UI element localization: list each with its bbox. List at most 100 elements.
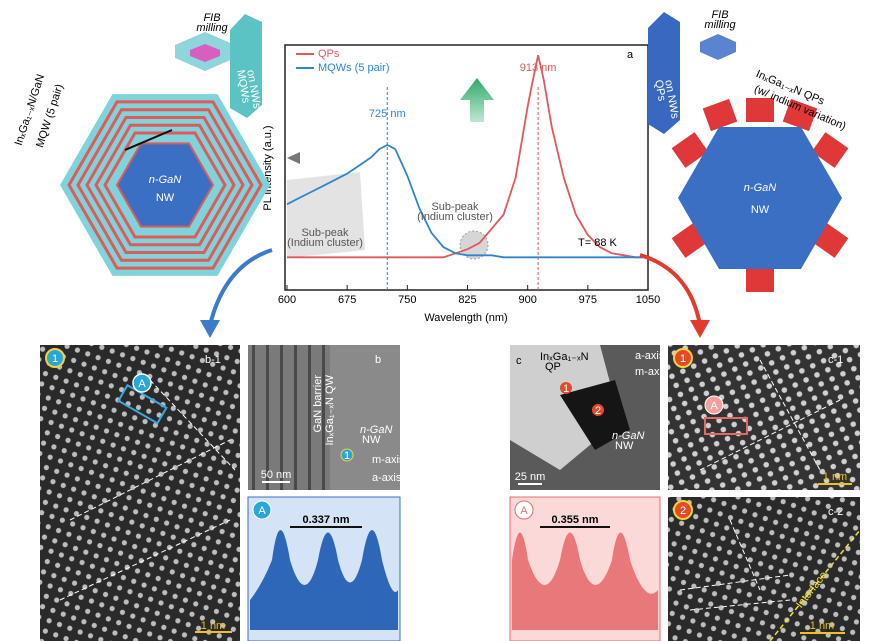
x-tick-label: 975 xyxy=(579,294,597,306)
panel-label: a xyxy=(627,49,634,61)
legend-label: MQWs (5 pair) xyxy=(318,62,390,74)
core-label: NW xyxy=(751,204,770,216)
annotation: T= 88 K xyxy=(578,237,617,249)
fib-label: milling xyxy=(196,22,228,34)
marker-label: 1 xyxy=(680,353,686,365)
marker xyxy=(592,404,604,416)
marker xyxy=(673,500,693,520)
axis-label: a-axis xyxy=(635,350,665,362)
annotation: (Indium cluster) xyxy=(287,237,363,249)
quantum-well xyxy=(76,108,254,262)
fib-label: FIB xyxy=(711,9,728,21)
rod xyxy=(648,12,680,134)
axis-label: m-axis xyxy=(372,454,405,466)
spacing-label: 0.355 nm xyxy=(551,514,598,526)
image-label: NW xyxy=(615,440,634,452)
panel-label: b-1 xyxy=(205,354,221,366)
guide-lines xyxy=(679,519,791,611)
green-arrow xyxy=(460,78,494,122)
x-tick-label: 900 xyxy=(518,294,536,306)
marker xyxy=(252,500,272,520)
arrowhead xyxy=(690,320,710,338)
quantum-well xyxy=(103,131,227,239)
scale-label: 1 nm xyxy=(823,471,847,483)
hrtem-image xyxy=(668,345,860,490)
quantum-well xyxy=(85,116,245,254)
marker-label: A xyxy=(520,505,528,517)
rod-label: MQWs xyxy=(234,69,252,105)
series-line xyxy=(287,54,648,259)
marker-label: 1 xyxy=(52,353,58,365)
arrowhead xyxy=(200,320,220,338)
core xyxy=(678,127,842,269)
tem-core xyxy=(330,345,400,490)
shade-arrow xyxy=(287,152,300,164)
peak-label: 725 nm xyxy=(369,108,406,120)
panel-label: c-1 xyxy=(828,354,843,366)
arrow xyxy=(639,253,702,326)
quantum-dot xyxy=(782,98,818,132)
core-label: n-GaN xyxy=(149,174,181,186)
fib-label: FIB xyxy=(203,12,220,24)
annotation: Sub-peak xyxy=(301,227,349,239)
marker-label: 1 xyxy=(344,450,350,462)
hrtem-image xyxy=(40,345,240,641)
quantum-well xyxy=(94,123,236,247)
rod xyxy=(230,14,262,118)
core-label: NW xyxy=(156,192,175,204)
marker-label: A xyxy=(258,505,266,517)
image-label: InₓGa₁₋ₓN QW xyxy=(324,374,336,445)
marker-label: 2 xyxy=(595,405,601,417)
marker xyxy=(45,348,65,368)
panel-label: b xyxy=(375,354,381,366)
x-tick-label: 750 xyxy=(398,294,416,306)
fib-label: milling xyxy=(704,19,736,31)
marker-label: 2 xyxy=(680,505,686,517)
y-axis-label: PL intensity (a.u.) xyxy=(262,125,274,210)
quantum-well xyxy=(67,100,263,270)
series-line xyxy=(286,143,648,259)
quantum-dot xyxy=(702,98,738,132)
image-label: NW xyxy=(362,434,381,446)
quantum-dot xyxy=(746,268,774,292)
chart: 600 675 750 825 900 975 1050 725 nm 913 nm QPs MQW… xyxy=(278,48,660,306)
panel-label: c-2 xyxy=(828,506,843,518)
marker-label: A xyxy=(710,400,718,412)
scale-label: 1 nm xyxy=(810,620,834,632)
annotation: (Indium cluster) xyxy=(417,211,493,223)
x-axis-label: Wavelength (nm) xyxy=(424,312,507,324)
x-tick-label: 825 xyxy=(458,294,476,306)
marker-label: A xyxy=(138,378,146,390)
axis-label: a-axis xyxy=(372,472,402,484)
region-box xyxy=(117,383,168,425)
image-label: GaN barrier xyxy=(312,375,324,433)
axis-label: m-axis xyxy=(635,366,668,378)
scale-label: 50 nm xyxy=(261,469,292,481)
marker xyxy=(560,382,572,394)
quantum-dot xyxy=(746,98,774,122)
profile-area xyxy=(250,530,398,630)
marker xyxy=(514,500,534,520)
peak-label: 913 nm xyxy=(520,62,557,74)
marker xyxy=(132,373,152,393)
mqw-schematic xyxy=(60,94,270,276)
marker xyxy=(340,448,354,462)
guide-lines xyxy=(699,359,841,471)
slice-core xyxy=(190,44,220,62)
quantum-dot xyxy=(671,132,709,168)
scale-label: 25 nm xyxy=(515,471,546,483)
image-label: QP xyxy=(545,361,561,373)
x-tick-label: 1050 xyxy=(636,294,660,306)
profile-area xyxy=(512,532,658,630)
core-label: n-GaN xyxy=(744,182,776,194)
guide-lines xyxy=(59,379,236,601)
region-box xyxy=(704,417,748,435)
qp-schematic xyxy=(671,98,849,292)
x-tick-label: 675 xyxy=(338,294,356,306)
marker-label: 1 xyxy=(563,383,569,395)
quantum-dot xyxy=(811,132,849,168)
legend-label: QPs xyxy=(318,48,340,60)
marker xyxy=(673,348,693,368)
core xyxy=(115,142,215,228)
